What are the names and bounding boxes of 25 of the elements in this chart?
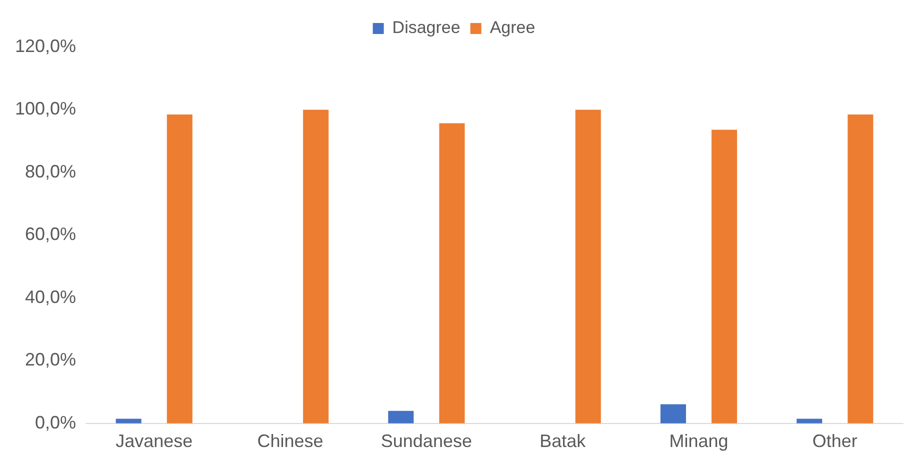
bar: [575, 110, 601, 424]
x-tick-label: Sundanese: [380, 431, 472, 452]
x-tick-label: Javanese: [116, 431, 193, 452]
x-tick-label: Batak: [540, 431, 587, 452]
bar: [796, 418, 822, 424]
x-tick-label: Chinese: [257, 431, 324, 452]
bar: [303, 110, 329, 424]
bar: [166, 114, 192, 424]
bar: [116, 418, 142, 424]
y-tick-label: 80,0%: [25, 161, 76, 182]
y-tick-label: 20,0%: [25, 350, 76, 370]
bar: [848, 114, 874, 424]
bar: [388, 410, 414, 424]
x-tick-label: Minang: [669, 431, 728, 452]
x-tick-label: Other: [812, 431, 858, 452]
y-tick-label: 40,0%: [25, 286, 76, 307]
y-tick-label: 60,0%: [25, 224, 76, 244]
y-tick-label: 120,0%: [14, 36, 76, 56]
bar: [712, 130, 738, 424]
bar: [660, 404, 686, 424]
y-tick-label: 100,0%: [14, 98, 76, 119]
legend-label: Disagree: [392, 18, 460, 38]
y-tick-label: 0,0%: [35, 412, 76, 432]
legend-label: Agree: [490, 18, 536, 38]
bar: [439, 123, 465, 424]
